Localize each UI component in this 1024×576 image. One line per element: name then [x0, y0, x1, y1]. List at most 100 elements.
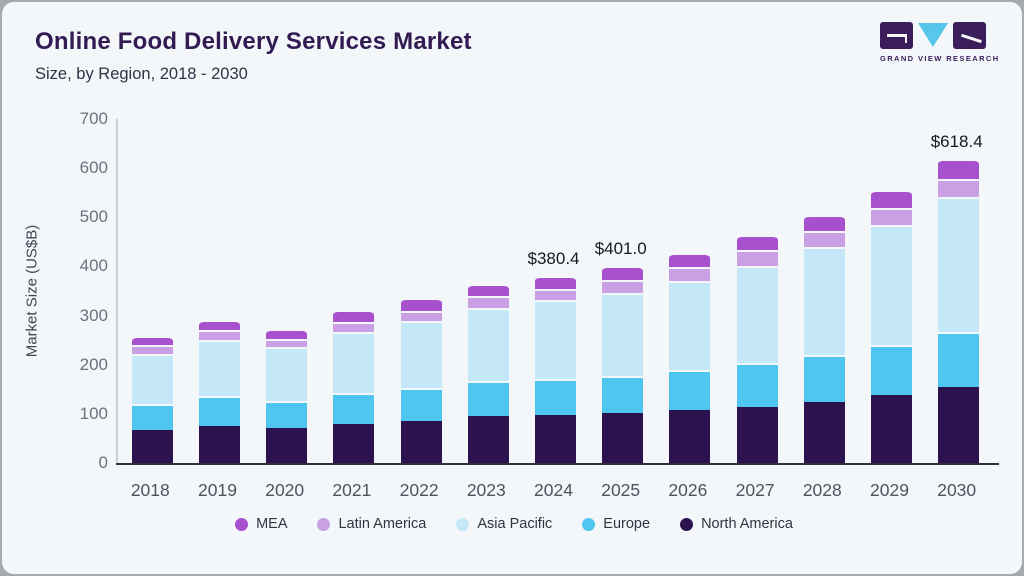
bar-segment-2029-mea[interactable]	[871, 189, 912, 208]
bar-segment-2023-mea[interactable]	[467, 283, 509, 296]
bar-segment-2027-latin-america[interactable]	[736, 249, 778, 266]
bar-segment-2019-north-america[interactable]	[199, 426, 240, 463]
bar-segment-2021-asia-pacific[interactable]	[333, 331, 375, 394]
bar-segment-2027-europe[interactable]	[736, 363, 778, 407]
bar-segment-2021-mea[interactable]	[333, 309, 375, 322]
bar-segment-2030-asia-pacific[interactable]	[938, 197, 980, 332]
legend-item-mea[interactable]: MEA	[235, 516, 287, 532]
bar-segment-2020-latin-america[interactable]	[266, 338, 308, 348]
bar-segment-2026-mea[interactable]	[669, 252, 711, 267]
bar-2026[interactable]	[669, 252, 711, 463]
bar-segment-2029-latin-america[interactable]	[871, 207, 912, 226]
logo-triangle-icon	[918, 23, 948, 47]
bar-segment-2029-europe[interactable]	[871, 345, 912, 395]
bar-segment-2018-mea[interactable]	[131, 335, 173, 346]
bar-segment-2018-north-america[interactable]	[131, 429, 173, 463]
bar-segment-2026-north-america[interactable]	[669, 409, 711, 463]
bar-segment-2023-asia-pacific[interactable]	[467, 307, 509, 382]
bar-segment-2022-europe[interactable]	[400, 387, 442, 422]
bar-2029[interactable]	[871, 189, 912, 463]
legend-dot-icon	[317, 517, 331, 531]
bar-segment-2025-north-america[interactable]	[602, 413, 644, 463]
x-axis-tick-2024: 2024	[534, 480, 573, 500]
bar-segment-2021-north-america[interactable]	[333, 424, 375, 463]
legend-dot-icon	[680, 517, 694, 531]
bar-segment-2025-asia-pacific[interactable]	[602, 292, 644, 376]
bar-segment-2026-europe[interactable]	[669, 370, 711, 410]
bar-2022[interactable]	[400, 298, 442, 463]
legend-label: Europe	[603, 516, 651, 532]
legend-label: Asia Pacific	[477, 516, 553, 532]
bar-segment-2026-asia-pacific[interactable]	[669, 280, 711, 371]
bar-2025[interactable]	[602, 265, 644, 463]
bar-segment-2020-mea[interactable]	[266, 328, 308, 339]
bar-segment-2021-europe[interactable]	[333, 393, 375, 425]
legend-item-asia-pacific[interactable]: Asia Pacific	[456, 516, 552, 532]
legend-item-europe[interactable]: Europe	[582, 516, 650, 532]
bar-2030[interactable]	[938, 159, 980, 463]
bar-segment-2030-latin-america[interactable]	[938, 178, 980, 198]
y-axis-tick-0: 0	[98, 453, 108, 472]
bar-segment-2028-latin-america[interactable]	[803, 230, 845, 248]
bar-2028[interactable]	[803, 214, 845, 463]
x-axis-tick-2018: 2018	[130, 480, 170, 500]
bar-segment-2025-mea[interactable]	[602, 265, 644, 281]
bar-2023[interactable]	[467, 283, 509, 463]
bar-segment-2029-north-america[interactable]	[871, 394, 912, 463]
bar-segment-2023-latin-america[interactable]	[467, 295, 509, 308]
bar-segment-2028-asia-pacific[interactable]	[803, 247, 845, 356]
bar-2018[interactable]	[131, 335, 173, 463]
bar-2027[interactable]	[736, 234, 778, 463]
bar-segment-2018-europe[interactable]	[131, 403, 173, 430]
bar-2019[interactable]	[199, 319, 240, 463]
bar-segment-2030-europe[interactable]	[938, 331, 980, 387]
bar-segment-2029-asia-pacific[interactable]	[871, 225, 912, 346]
bar-segment-2027-mea[interactable]	[736, 234, 778, 250]
bar-segment-2022-asia-pacific[interactable]	[400, 320, 442, 388]
bar-segment-2027-north-america[interactable]	[736, 406, 778, 463]
bar-segment-2019-asia-pacific[interactable]	[199, 339, 240, 397]
bar-segment-2019-latin-america[interactable]	[199, 330, 240, 340]
bar-segment-2028-mea[interactable]	[803, 214, 845, 231]
bar-segment-2021-latin-america[interactable]	[333, 321, 375, 332]
bar-segment-2024-north-america[interactable]	[535, 415, 576, 463]
bar-segment-2023-europe[interactable]	[467, 381, 509, 417]
bar-segment-2023-north-america[interactable]	[467, 416, 509, 463]
bar-2024[interactable]	[535, 276, 576, 463]
bar-segment-2028-north-america[interactable]	[803, 401, 845, 463]
bar-segment-2019-europe[interactable]	[199, 396, 240, 426]
x-axis-tick-2027: 2027	[735, 480, 775, 500]
legend-dot-icon	[582, 517, 596, 531]
bar-segment-2030-north-america[interactable]	[938, 386, 980, 463]
y-axis-tick-200: 200	[79, 354, 108, 374]
bar-segment-2024-asia-pacific[interactable]	[535, 300, 576, 380]
bar-segment-2026-latin-america[interactable]	[669, 266, 711, 281]
legend-item-north-america[interactable]: North America	[680, 516, 793, 532]
bar-segment-2028-europe[interactable]	[803, 355, 845, 402]
bar-2020[interactable]	[266, 328, 308, 463]
legend-item-latin-america[interactable]: Latin America	[317, 516, 426, 532]
bar-segment-2025-latin-america[interactable]	[602, 280, 644, 293]
bar-segment-2019-mea[interactable]	[199, 319, 240, 331]
bar-2021[interactable]	[333, 309, 375, 463]
bar-segment-2025-europe[interactable]	[602, 375, 644, 414]
bar-segment-2018-asia-pacific[interactable]	[131, 353, 173, 404]
bar-segment-2027-asia-pacific[interactable]	[736, 265, 778, 364]
bar-segment-2024-latin-america[interactable]	[535, 288, 576, 301]
bar-segment-2024-mea[interactable]	[535, 276, 576, 289]
bar-segment-2020-asia-pacific[interactable]	[266, 347, 308, 401]
data-label-2030: $618.4	[930, 132, 983, 152]
bar-segment-2020-europe[interactable]	[266, 400, 308, 428]
x-axis-tick-2026: 2026	[668, 480, 708, 500]
bar-segment-2022-mea[interactable]	[400, 298, 442, 312]
bar-segment-2030-mea[interactable]	[938, 159, 980, 179]
x-axis-tick-2023: 2023	[466, 480, 506, 500]
bar-segment-2020-north-america[interactable]	[266, 427, 308, 463]
bar-segment-2022-north-america[interactable]	[400, 421, 442, 463]
bar-segment-2018-latin-america[interactable]	[131, 345, 173, 354]
bar-segment-2024-europe[interactable]	[535, 379, 576, 416]
bar-segment-2022-latin-america[interactable]	[400, 311, 442, 321]
plot-area	[116, 119, 999, 465]
chart-legend: MEA Latin America Asia Pacific Europe North …	[2, 516, 1022, 532]
